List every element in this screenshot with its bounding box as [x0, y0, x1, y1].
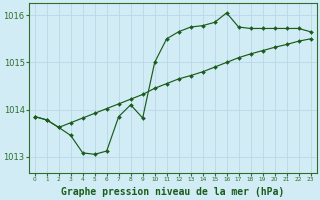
X-axis label: Graphe pression niveau de la mer (hPa): Graphe pression niveau de la mer (hPa) [61, 186, 284, 197]
